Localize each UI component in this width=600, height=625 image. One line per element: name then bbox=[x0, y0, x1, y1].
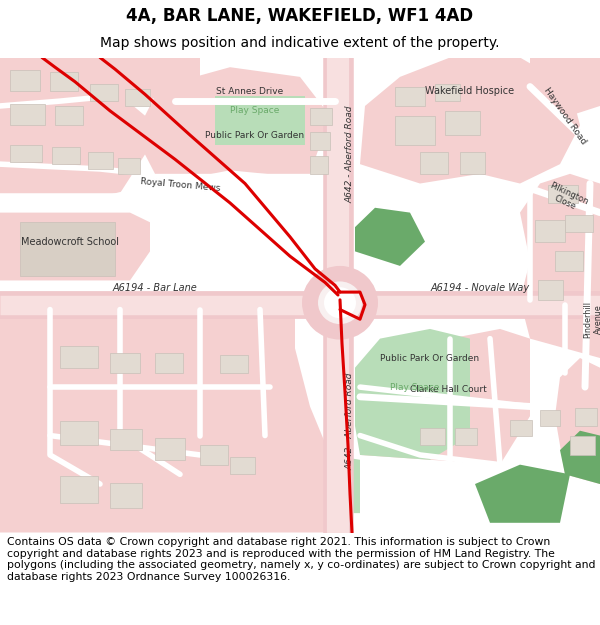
Bar bbox=[88, 151, 113, 169]
Bar bbox=[110, 429, 142, 450]
Polygon shape bbox=[555, 358, 600, 484]
Polygon shape bbox=[355, 208, 425, 266]
Bar bbox=[570, 436, 595, 455]
Bar bbox=[310, 132, 330, 149]
Text: Map shows position and indicative extent of the property.: Map shows position and indicative extent… bbox=[100, 36, 500, 50]
Circle shape bbox=[318, 281, 362, 324]
Bar bbox=[10, 145, 42, 162]
Polygon shape bbox=[360, 58, 580, 184]
Text: Pilkington
Close: Pilkington Close bbox=[544, 181, 590, 216]
Bar bbox=[555, 251, 583, 271]
Bar bbox=[125, 89, 150, 106]
Text: Pinderhill
Avenue: Pinderhill Avenue bbox=[583, 301, 600, 338]
Text: Royal Troon Mews: Royal Troon Mews bbox=[140, 177, 220, 194]
Text: Meadowcroft School: Meadowcroft School bbox=[21, 237, 119, 247]
Bar bbox=[110, 483, 142, 508]
Bar bbox=[20, 222, 115, 276]
Bar bbox=[110, 353, 140, 372]
Polygon shape bbox=[0, 58, 200, 135]
Text: A642 - Aberford Road: A642 - Aberford Road bbox=[346, 106, 355, 203]
Text: Play Space: Play Space bbox=[391, 382, 440, 392]
Bar bbox=[90, 84, 118, 101]
Bar bbox=[55, 106, 83, 126]
Bar bbox=[565, 214, 593, 232]
Polygon shape bbox=[330, 455, 360, 513]
Bar bbox=[50, 72, 78, 91]
Text: Public Park Or Garden: Public Park Or Garden bbox=[380, 354, 479, 362]
Polygon shape bbox=[0, 213, 150, 281]
Bar bbox=[118, 158, 140, 174]
Bar bbox=[60, 421, 98, 445]
Bar bbox=[200, 445, 228, 464]
Circle shape bbox=[302, 266, 378, 339]
Text: A6194 - Bar Lane: A6194 - Bar Lane bbox=[113, 283, 197, 293]
Bar bbox=[395, 87, 425, 106]
Polygon shape bbox=[145, 68, 330, 174]
Polygon shape bbox=[215, 96, 305, 145]
Text: Public Park Or Garden: Public Park Or Garden bbox=[205, 131, 305, 139]
Bar bbox=[60, 346, 98, 368]
Text: St Annes Drive: St Annes Drive bbox=[217, 87, 284, 96]
Polygon shape bbox=[560, 431, 600, 484]
Bar bbox=[10, 104, 45, 126]
Bar bbox=[10, 70, 40, 91]
Bar bbox=[455, 428, 477, 445]
Bar bbox=[60, 476, 98, 503]
Bar bbox=[535, 221, 565, 242]
Bar bbox=[420, 428, 445, 445]
Bar bbox=[155, 439, 185, 460]
Polygon shape bbox=[0, 77, 145, 193]
Text: A642 - Aberford Road: A642 - Aberford Road bbox=[346, 372, 355, 470]
Polygon shape bbox=[360, 329, 530, 464]
Bar bbox=[510, 420, 532, 436]
Bar bbox=[310, 108, 332, 126]
Bar bbox=[460, 152, 485, 174]
Text: 4A, BAR LANE, WAKEFIELD, WF1 4AD: 4A, BAR LANE, WAKEFIELD, WF1 4AD bbox=[127, 7, 473, 25]
Polygon shape bbox=[475, 464, 570, 522]
Bar bbox=[310, 156, 328, 174]
Text: Play Space: Play Space bbox=[230, 106, 280, 116]
Bar bbox=[538, 281, 563, 300]
Text: Clarke Hall Court: Clarke Hall Court bbox=[410, 384, 487, 394]
Text: Wakefield Hospice: Wakefield Hospice bbox=[425, 86, 515, 96]
Circle shape bbox=[324, 288, 356, 318]
Bar bbox=[155, 353, 183, 372]
Bar bbox=[548, 186, 578, 203]
Text: Contains OS data © Crown copyright and database right 2021. This information is : Contains OS data © Crown copyright and d… bbox=[7, 537, 596, 582]
Bar bbox=[445, 111, 480, 135]
Bar bbox=[435, 84, 460, 101]
Polygon shape bbox=[355, 329, 470, 460]
Bar bbox=[52, 147, 80, 164]
Bar bbox=[575, 408, 597, 426]
Bar bbox=[220, 355, 248, 372]
Text: Haywood Road: Haywood Road bbox=[542, 86, 588, 146]
Bar bbox=[395, 116, 435, 145]
Bar bbox=[420, 152, 448, 174]
Polygon shape bbox=[530, 58, 600, 116]
Bar bbox=[540, 411, 560, 426]
Text: A6194 - Novale Way: A6194 - Novale Way bbox=[430, 283, 530, 293]
Bar bbox=[230, 457, 255, 474]
Polygon shape bbox=[520, 174, 600, 358]
Polygon shape bbox=[0, 309, 330, 532]
